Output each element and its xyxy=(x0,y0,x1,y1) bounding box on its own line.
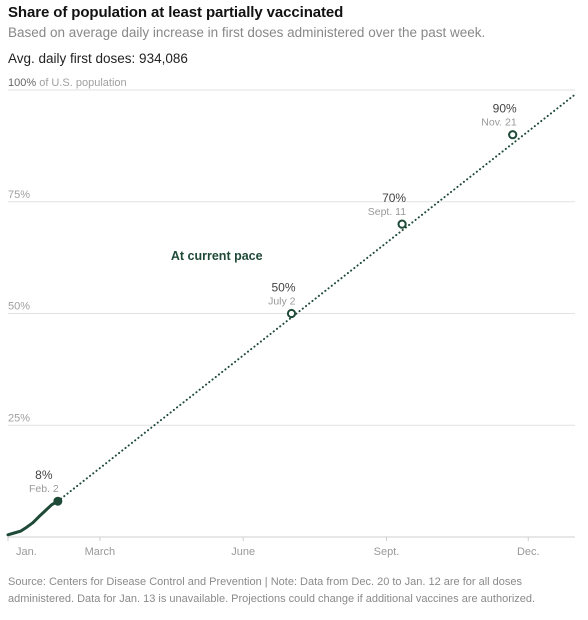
x-tick-label: March xyxy=(85,546,116,558)
milestone-percent: 70% xyxy=(382,191,406,205)
milestone-percent: 50% xyxy=(271,281,295,295)
milestone-marker xyxy=(53,496,63,506)
milestone-percent: 90% xyxy=(493,102,517,116)
y-tick-label: 25% xyxy=(8,412,30,424)
chart-title: Share of population at least partially v… xyxy=(8,4,344,21)
actual-line xyxy=(6,499,60,537)
avg-daily-doses: Avg. daily first doses: 934,086 xyxy=(8,51,188,66)
series-label: At current pace xyxy=(171,249,263,263)
x-tick-label: Dec. xyxy=(517,546,540,558)
milestone-date: Feb. 2 xyxy=(29,483,59,495)
y-tick-label: 75% xyxy=(8,189,30,201)
x-tick-label: Jan. xyxy=(16,546,37,558)
y-tick-label: 50% xyxy=(8,301,30,313)
milestone-date: July 2 xyxy=(268,296,296,308)
series-lines xyxy=(6,93,576,537)
annotations: At current pace 8%Feb. 2 50%July 2 70%Sept.… xyxy=(29,102,518,506)
source-note: Source: Centers for Disease Control and … xyxy=(8,576,536,605)
vaccination-line-chart: 100% of U.S. population 75% 50% 25% Jan. Mar… xyxy=(6,77,576,558)
x-axis: Jan. March June Sept. Dec. xyxy=(7,536,575,558)
milestone-date: Sept. 11 xyxy=(368,206,406,218)
milestone-marker xyxy=(286,308,297,319)
milestone-marker xyxy=(508,130,518,140)
x-tick-label: Sept. xyxy=(374,546,400,558)
milestone-percent: 8% xyxy=(35,468,53,482)
projection-line xyxy=(56,93,576,503)
milestone-date: Nov. 21 xyxy=(481,117,517,129)
grid-lines: 100% of U.S. population 75% 50% 25% xyxy=(8,77,575,426)
x-tick-label: June xyxy=(231,546,255,558)
y-tick-label: 100% of U.S. population xyxy=(8,77,127,89)
milestone-marker xyxy=(397,219,407,229)
chart-subtitle: Based on average daily increase in first… xyxy=(8,25,486,40)
